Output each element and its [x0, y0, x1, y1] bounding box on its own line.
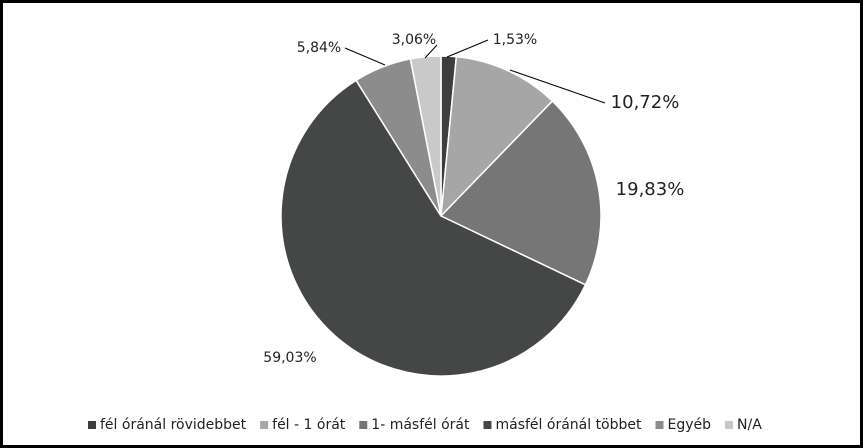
- data-label: 59,03%: [263, 350, 316, 366]
- legend-swatch: [655, 421, 664, 429]
- leader-line: [446, 39, 489, 58]
- legend-swatch: [725, 421, 734, 429]
- legend-swatch: [483, 421, 492, 429]
- pie-slice: [440, 55, 554, 219]
- legend-label: 1- másfél órát: [371, 417, 470, 433]
- legend-swatch: [359, 421, 368, 429]
- legend-label: N/A: [737, 417, 762, 433]
- legend-swatch: [88, 421, 96, 429]
- data-label: 10,72%: [611, 92, 680, 113]
- legend-swatch: [260, 421, 269, 429]
- legend-label: Egyéb: [668, 417, 712, 433]
- leader-line: [344, 47, 386, 66]
- data-label: 1,53%: [493, 32, 537, 48]
- legend-label: fél óránál rövidebbet: [100, 417, 247, 433]
- data-label: 19,83%: [616, 179, 685, 200]
- data-label: 5,84%: [297, 40, 341, 56]
- leader-line: [509, 69, 606, 104]
- data-label: 3,06%: [392, 32, 436, 48]
- legend-label: fél - 1 órát: [272, 417, 346, 433]
- pie-slice: [439, 100, 602, 286]
- leader-line: [424, 44, 438, 59]
- legend-label: másfél óránál többet: [495, 417, 642, 433]
- pie-slice: [280, 79, 587, 377]
